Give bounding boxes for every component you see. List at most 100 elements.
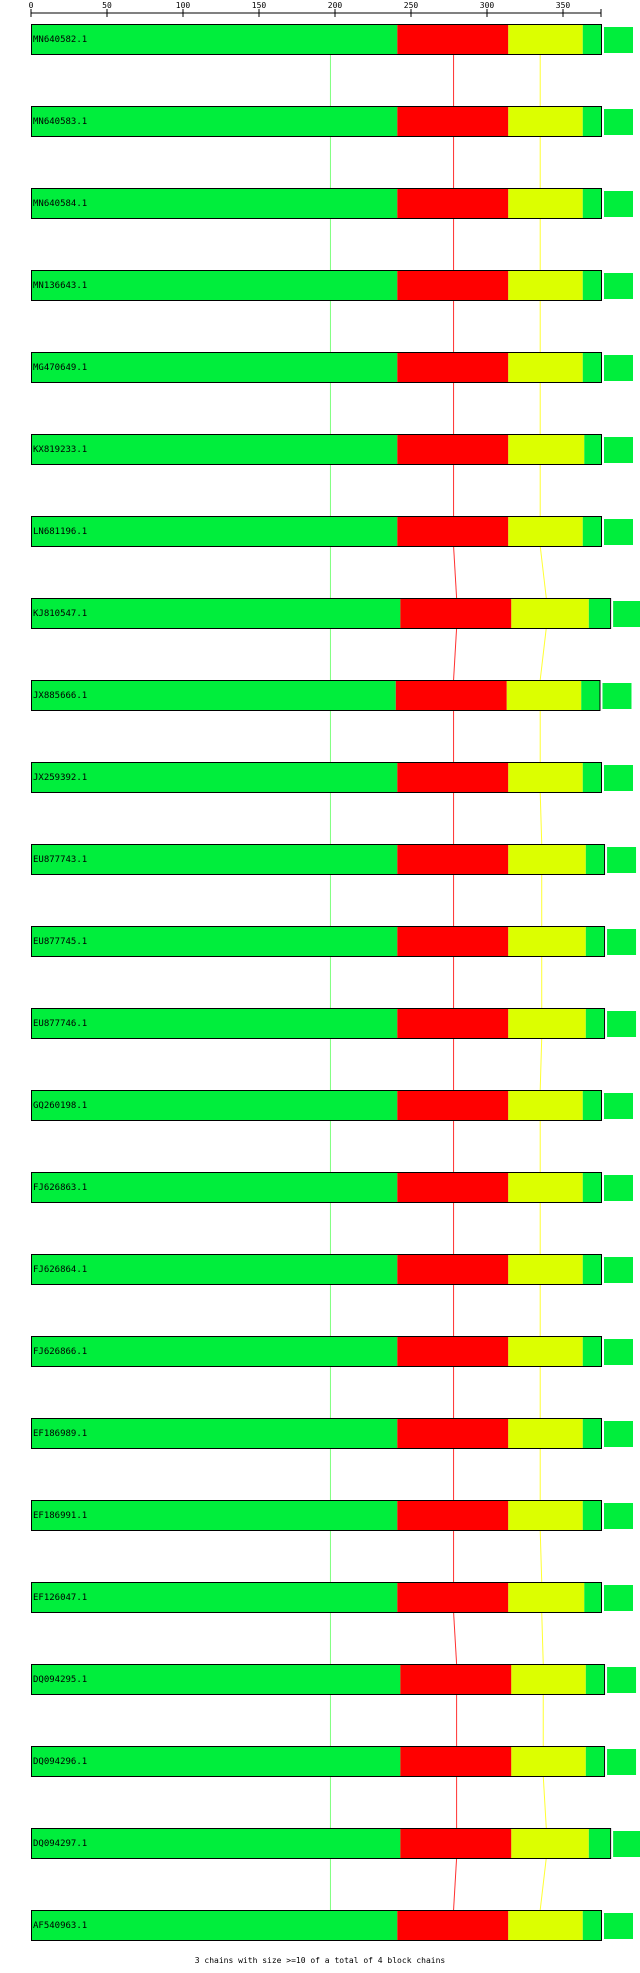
sequence-row: MN640583.1 bbox=[31, 106, 633, 137]
block-tail bbox=[582, 1090, 601, 1120]
red-block-link bbox=[453, 545, 458, 599]
block-green bbox=[31, 1910, 398, 1940]
block-tail bbox=[588, 598, 611, 628]
sequence-extension bbox=[604, 765, 633, 791]
block-tail bbox=[582, 1172, 601, 1202]
sequence-row: FJ626864.1 bbox=[31, 1254, 633, 1285]
block-tail bbox=[582, 24, 601, 54]
block-tail bbox=[582, 1336, 601, 1366]
yellow-block-link bbox=[541, 1611, 544, 1665]
sequence-outline bbox=[31, 1910, 602, 1941]
block-green bbox=[31, 1746, 401, 1776]
block-yellow bbox=[508, 1254, 583, 1284]
block-yellow bbox=[508, 516, 583, 546]
block-green bbox=[31, 1582, 398, 1612]
block-green bbox=[31, 106, 398, 136]
yellow-block-link bbox=[539, 1529, 543, 1583]
sequence-id-label: KJ810547.1 bbox=[33, 609, 87, 619]
axis-tick-label: 300 bbox=[480, 1, 495, 10]
axis-tick-label: 350 bbox=[556, 1, 571, 10]
block-red bbox=[400, 1664, 512, 1694]
block-green bbox=[31, 434, 398, 464]
sequence-outline bbox=[31, 1828, 612, 1859]
block-green bbox=[31, 1336, 398, 1366]
sequence-outline bbox=[31, 762, 602, 793]
block-red bbox=[397, 516, 509, 546]
yellow-block-link bbox=[539, 791, 543, 845]
block-links bbox=[329, 54, 547, 1911]
sequence-outline bbox=[31, 1090, 602, 1121]
yellow-block-link bbox=[539, 1037, 543, 1091]
sequence-id-label: MG470649.1 bbox=[33, 363, 87, 373]
sequence-id-label: MN136643.1 bbox=[33, 281, 87, 291]
sequence-extension bbox=[604, 191, 633, 217]
block-green bbox=[31, 1254, 398, 1284]
block-yellow bbox=[508, 106, 583, 136]
sequence-extension bbox=[604, 1585, 633, 1611]
sequence-extension bbox=[607, 1749, 637, 1775]
sequence-id-label: EF186991.1 bbox=[33, 1511, 87, 1521]
block-red bbox=[397, 1090, 509, 1120]
sequence-outline bbox=[31, 1008, 606, 1039]
axis-tick-label: 150 bbox=[252, 1, 267, 10]
block-red bbox=[397, 270, 509, 300]
sequence-id-label: FJ626863.1 bbox=[33, 1183, 87, 1193]
yellow-block-link bbox=[542, 1775, 547, 1829]
block-red bbox=[395, 680, 507, 710]
sequence-outline bbox=[31, 1500, 602, 1531]
sequence-extension bbox=[604, 1503, 633, 1529]
block-tail bbox=[582, 270, 601, 300]
sequence-id-label: MN640584.1 bbox=[33, 199, 87, 209]
block-green bbox=[31, 1090, 398, 1120]
red-block-link bbox=[453, 1857, 458, 1911]
block-yellow bbox=[506, 680, 582, 710]
sequence-id-label: EF126047.1 bbox=[33, 1593, 87, 1603]
sequence-row: EF186989.1 bbox=[31, 1418, 633, 1449]
sequence-id-label: FJ626866.1 bbox=[33, 1347, 87, 1357]
block-green bbox=[31, 1008, 398, 1038]
block-yellow bbox=[508, 1500, 583, 1530]
block-yellow bbox=[508, 188, 583, 218]
block-tail bbox=[585, 1746, 605, 1776]
sequence-extension bbox=[604, 355, 633, 381]
block-yellow bbox=[508, 352, 583, 382]
block-yellow bbox=[508, 1582, 585, 1612]
yellow-block-link bbox=[539, 545, 547, 599]
sequence-outline bbox=[31, 106, 602, 137]
block-tail bbox=[582, 106, 601, 136]
block-yellow bbox=[508, 1090, 583, 1120]
sequence-id-label: MN640582.1 bbox=[33, 35, 87, 45]
block-tail bbox=[582, 762, 601, 792]
block-tail bbox=[585, 844, 605, 874]
block-red bbox=[397, 1582, 509, 1612]
sequence-outline bbox=[31, 1254, 602, 1285]
block-yellow bbox=[511, 1664, 586, 1694]
sequence-extension bbox=[604, 519, 633, 545]
sequence-row: KX819233.1 bbox=[31, 434, 633, 465]
block-green bbox=[31, 926, 398, 956]
block-tail bbox=[585, 1664, 605, 1694]
axis-tick-label: 100 bbox=[176, 1, 191, 10]
sequence-row: DQ094296.1 bbox=[31, 1746, 637, 1777]
block-green bbox=[31, 680, 396, 710]
sequence-extension bbox=[604, 1339, 633, 1365]
block-red bbox=[397, 24, 509, 54]
axis-tick-label: 50 bbox=[102, 1, 112, 10]
sequence-outline bbox=[31, 434, 602, 465]
sequence-outline bbox=[31, 598, 612, 629]
sequence-extension bbox=[602, 683, 632, 709]
sequence-row: EF186991.1 bbox=[31, 1500, 633, 1531]
sequence-row: MN136643.1 bbox=[31, 270, 633, 301]
block-tail bbox=[582, 1418, 601, 1448]
block-red bbox=[397, 1254, 509, 1284]
block-yellow bbox=[508, 1336, 583, 1366]
block-yellow bbox=[508, 434, 585, 464]
sequence-extension bbox=[604, 437, 633, 463]
block-green bbox=[31, 844, 398, 874]
block-red bbox=[397, 762, 509, 792]
block-yellow bbox=[508, 1418, 583, 1448]
sequence-row: EU877743.1 bbox=[31, 844, 637, 875]
block-red bbox=[397, 926, 509, 956]
sequence-id-label: MN640583.1 bbox=[33, 117, 87, 127]
